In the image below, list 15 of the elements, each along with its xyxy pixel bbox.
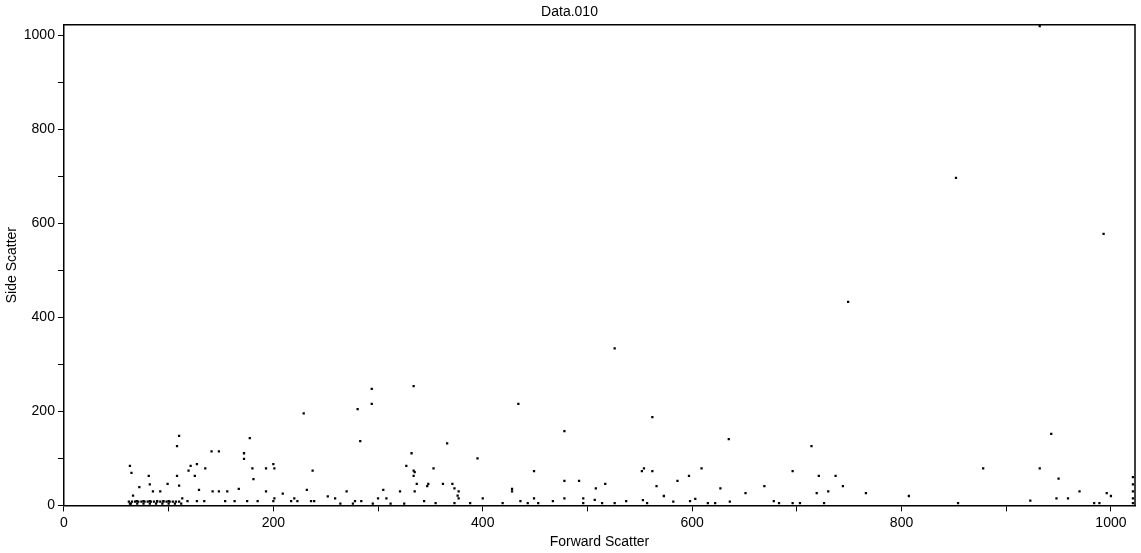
x-tick-label: 1000 [1095, 513, 1127, 530]
y-axis-title: Side Scatter [3, 226, 20, 304]
x-tick-label: 0 [60, 513, 69, 530]
y-tick-label: 0 [47, 496, 56, 513]
x-tick-label: 600 [680, 513, 705, 530]
y-tick-label: 800 [31, 120, 56, 137]
y-tick-label: 600 [31, 214, 56, 231]
y-tick-label: 1000 [23, 26, 56, 43]
y-tick-label: 200 [31, 402, 56, 419]
x-axis-title: Forward Scatter [549, 533, 650, 550]
x-tick-label: 800 [889, 513, 914, 530]
x-tick-label: 400 [471, 513, 495, 530]
x-tick-label: 200 [261, 513, 286, 530]
chart-title: Data.010 [541, 3, 599, 20]
y-tick-label: 400 [31, 308, 56, 325]
